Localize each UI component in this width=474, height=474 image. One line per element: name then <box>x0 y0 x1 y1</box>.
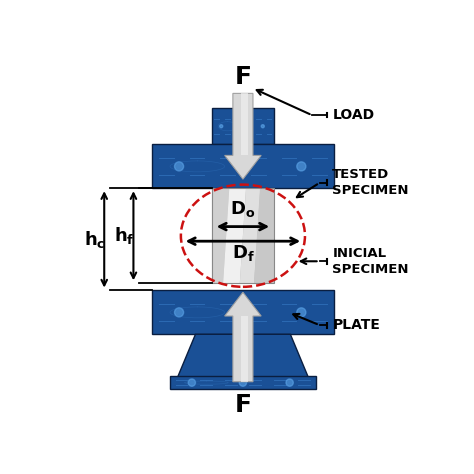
Text: F: F <box>235 393 251 418</box>
Text: INICIAL
SPECIMEN: INICIAL SPECIMEN <box>332 247 409 276</box>
Circle shape <box>261 125 264 128</box>
Circle shape <box>286 379 293 386</box>
Polygon shape <box>254 188 274 283</box>
Text: LOAD: LOAD <box>332 108 374 122</box>
Polygon shape <box>225 292 261 382</box>
Bar <box>212 108 274 145</box>
Polygon shape <box>241 93 248 155</box>
Circle shape <box>238 308 247 317</box>
Polygon shape <box>212 188 229 283</box>
Circle shape <box>188 379 195 386</box>
Text: TESTED
SPECIMEN: TESTED SPECIMEN <box>332 168 409 197</box>
Polygon shape <box>240 188 260 283</box>
Text: $\mathbf{D_o}$: $\mathbf{D_o}$ <box>230 199 255 219</box>
Polygon shape <box>241 316 248 382</box>
Bar <box>152 291 334 334</box>
Text: $\mathbf{D_f}$: $\mathbf{D_f}$ <box>231 243 255 263</box>
Bar <box>170 376 316 389</box>
Circle shape <box>297 308 306 317</box>
Circle shape <box>239 379 246 386</box>
Text: PLATE: PLATE <box>332 318 380 332</box>
Circle shape <box>219 125 223 128</box>
Circle shape <box>174 162 183 171</box>
Circle shape <box>238 162 247 171</box>
Bar <box>152 145 334 188</box>
Circle shape <box>297 162 306 171</box>
Text: $\mathbf{h_c}$: $\mathbf{h_c}$ <box>84 229 106 250</box>
Bar <box>212 188 274 283</box>
Circle shape <box>241 125 245 128</box>
Polygon shape <box>223 188 246 283</box>
Polygon shape <box>225 93 261 179</box>
Text: F: F <box>235 65 251 89</box>
Circle shape <box>174 308 183 317</box>
Polygon shape <box>177 334 309 378</box>
Bar <box>212 188 274 283</box>
Text: $\mathbf{h_f}$: $\mathbf{h_f}$ <box>114 225 135 246</box>
